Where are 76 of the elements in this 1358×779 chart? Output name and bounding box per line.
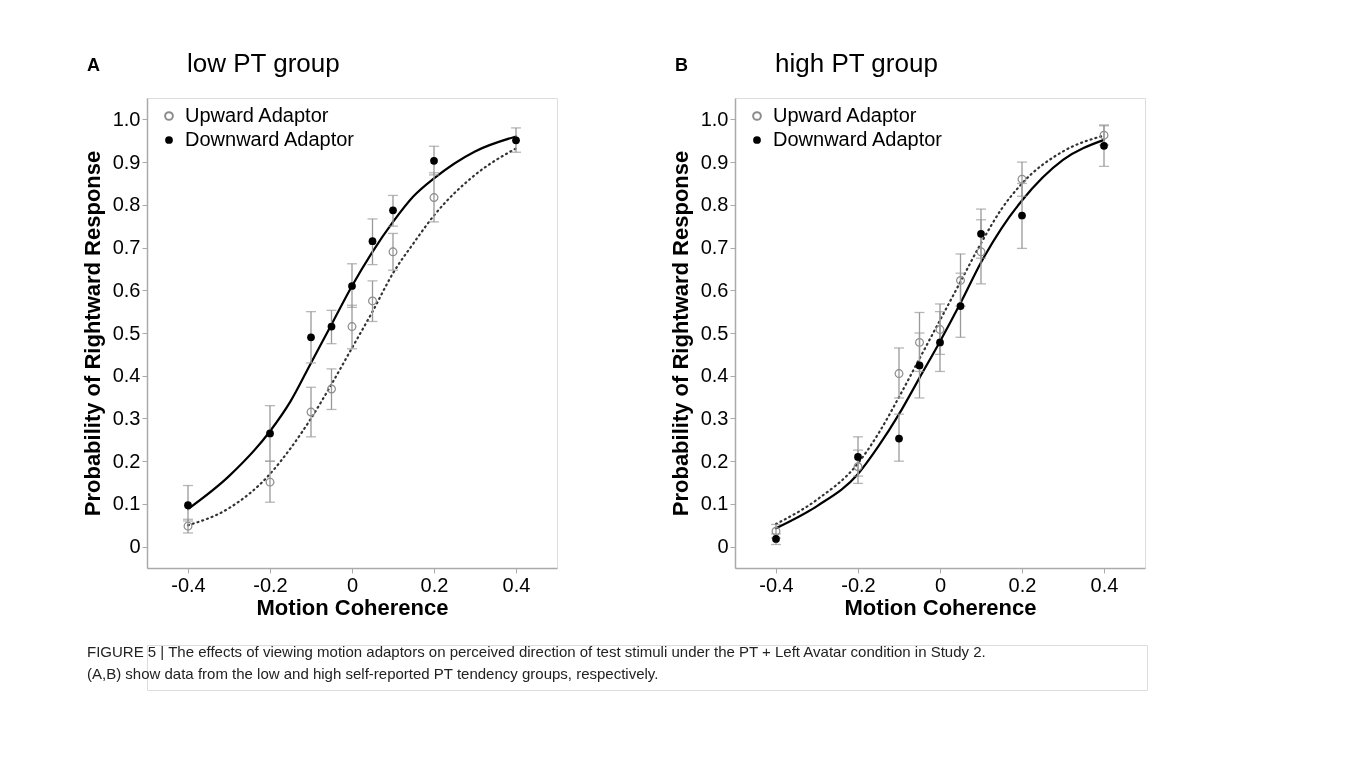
point	[327, 384, 336, 394]
point	[266, 429, 274, 438]
point	[936, 338, 944, 347]
y-tick-label: 0.7	[112, 236, 141, 259]
point	[853, 462, 863, 472]
x-tick-label: 0.2	[1008, 573, 1037, 596]
y-tick-label: 1.0	[112, 107, 141, 130]
point	[976, 247, 986, 257]
x-tick-label: -0.2	[253, 573, 288, 596]
x-axis-title: Motion Coherence	[256, 594, 449, 620]
y-tick-label: 0	[717, 535, 729, 558]
legend-label: Upward Adaptor	[773, 104, 917, 126]
y-tick-label: 0.2	[112, 449, 141, 472]
x-tick-label: 0	[934, 573, 947, 596]
point	[307, 333, 315, 342]
x-tick-label: 0.2	[420, 573, 449, 596]
point	[184, 501, 192, 510]
point	[265, 477, 275, 487]
y-axis-title: Probability of Rightward Response	[79, 150, 105, 517]
point	[935, 325, 945, 335]
legend-label: Upward Adaptor	[185, 104, 329, 126]
point	[347, 322, 357, 332]
x-tick-label: -0.4	[171, 573, 206, 596]
point	[348, 282, 356, 290]
point	[854, 453, 862, 461]
y-tick-label: 0.2	[700, 449, 729, 472]
legend-label: Downward Adaptor	[773, 128, 943, 150]
x-tick-label: 0.4	[502, 573, 531, 596]
point	[306, 407, 316, 417]
y-tick-label: 0.6	[112, 278, 141, 301]
text: B	[675, 55, 688, 75]
y-tick-label: 1.0	[700, 107, 729, 130]
chart-title: high PT group	[775, 48, 938, 78]
y-tick-label: 0.4	[112, 364, 141, 387]
legend-label: Downward Adaptor	[185, 128, 355, 150]
point	[368, 237, 377, 245]
point	[1018, 211, 1026, 220]
x-axis-title: Motion Coherence	[844, 594, 1037, 620]
point	[915, 361, 924, 370]
point	[1017, 174, 1027, 184]
x-tick-label: 0	[346, 573, 359, 596]
y-tick-label: 0.1	[700, 492, 729, 515]
point	[389, 206, 397, 215]
y-tick-label: 0.7	[700, 236, 729, 259]
point	[1100, 141, 1108, 150]
chart-title: low PT group	[187, 48, 340, 78]
point	[956, 275, 965, 285]
point	[388, 247, 398, 257]
point	[327, 322, 336, 331]
point	[894, 369, 904, 379]
x-tick-label: -0.4	[759, 573, 794, 596]
y-axis-title: Probability of Rightward Response	[667, 150, 693, 517]
point	[368, 296, 377, 306]
y-tick-label: 0.1	[112, 492, 141, 515]
y-tick-label: 0.9	[700, 150, 729, 173]
point	[429, 193, 439, 203]
point	[895, 434, 903, 443]
y-tick-label: 0.8	[112, 193, 141, 216]
y-tick-label: 0	[129, 535, 141, 558]
point	[915, 337, 924, 347]
caption: FIGURE 5 | The effects of viewing motion adaptors on perceived direction of test stimuli under the PT + Left Avatar condition in Study 2. (A,B) show data from the low and high self-reported PT tendency groups, respectively.	[87, 643, 986, 682]
text: A	[87, 55, 100, 75]
y-tick-label: 0.5	[112, 321, 141, 344]
y-tick-label: 0.6	[700, 278, 729, 301]
y-tick-label: 0.3	[112, 406, 141, 429]
point	[512, 136, 520, 145]
y-tick-label: 0.4	[700, 364, 729, 387]
point	[1099, 130, 1109, 140]
y-tick-label: 0.3	[700, 406, 729, 429]
y-tick-label: 0.8	[700, 193, 729, 216]
point	[430, 156, 438, 165]
x-tick-label: -0.2	[841, 573, 876, 596]
y-tick-label: 0.9	[112, 150, 141, 173]
point	[977, 230, 985, 238]
y-tick-label: 0.5	[700, 321, 729, 344]
x-tick-label: 0.4	[1090, 573, 1119, 596]
